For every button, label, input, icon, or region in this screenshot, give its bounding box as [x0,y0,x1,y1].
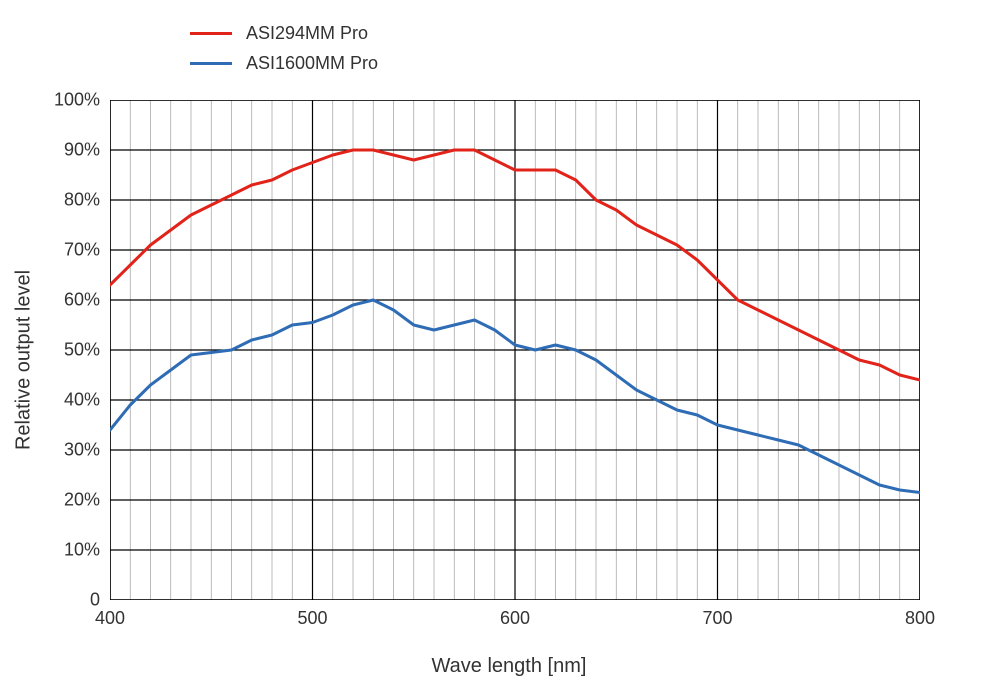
y-tick-label: 80% [64,190,110,211]
y-axis-label: Relative output level [13,270,36,450]
legend: ASI294MM Pro ASI1600MM Pro [190,18,378,78]
legend-item-asi1600: ASI1600MM Pro [190,48,378,78]
legend-swatch-asi294 [190,32,232,35]
y-tick-label: 20% [64,490,110,511]
y-tick-label: 100% [54,90,110,111]
chart-container: ASI294MM Pro ASI1600MM Pro Relative outp… [0,0,987,700]
y-tick-label: 40% [64,390,110,411]
y-tick-label: 70% [64,240,110,261]
y-tick-label: 50% [64,340,110,361]
x-tick-label: 600 [500,600,530,629]
plot-svg [110,100,920,600]
x-axis-label: Wave length [nm] [432,655,587,678]
y-tick-label: 90% [64,140,110,161]
x-tick-label: 400 [95,600,125,629]
y-tick-label: 10% [64,540,110,561]
plot-area: 010%20%30%40%50%60%70%80%90%100%40050060… [110,100,920,600]
legend-swatch-asi1600 [190,62,232,65]
legend-item-asi294: ASI294MM Pro [190,18,378,48]
legend-label-asi1600: ASI1600MM Pro [246,53,378,74]
x-tick-label: 800 [905,600,935,629]
x-tick-label: 700 [702,600,732,629]
x-tick-label: 500 [297,600,327,629]
y-tick-label: 60% [64,290,110,311]
legend-label-asi294: ASI294MM Pro [246,23,368,44]
y-tick-label: 30% [64,440,110,461]
